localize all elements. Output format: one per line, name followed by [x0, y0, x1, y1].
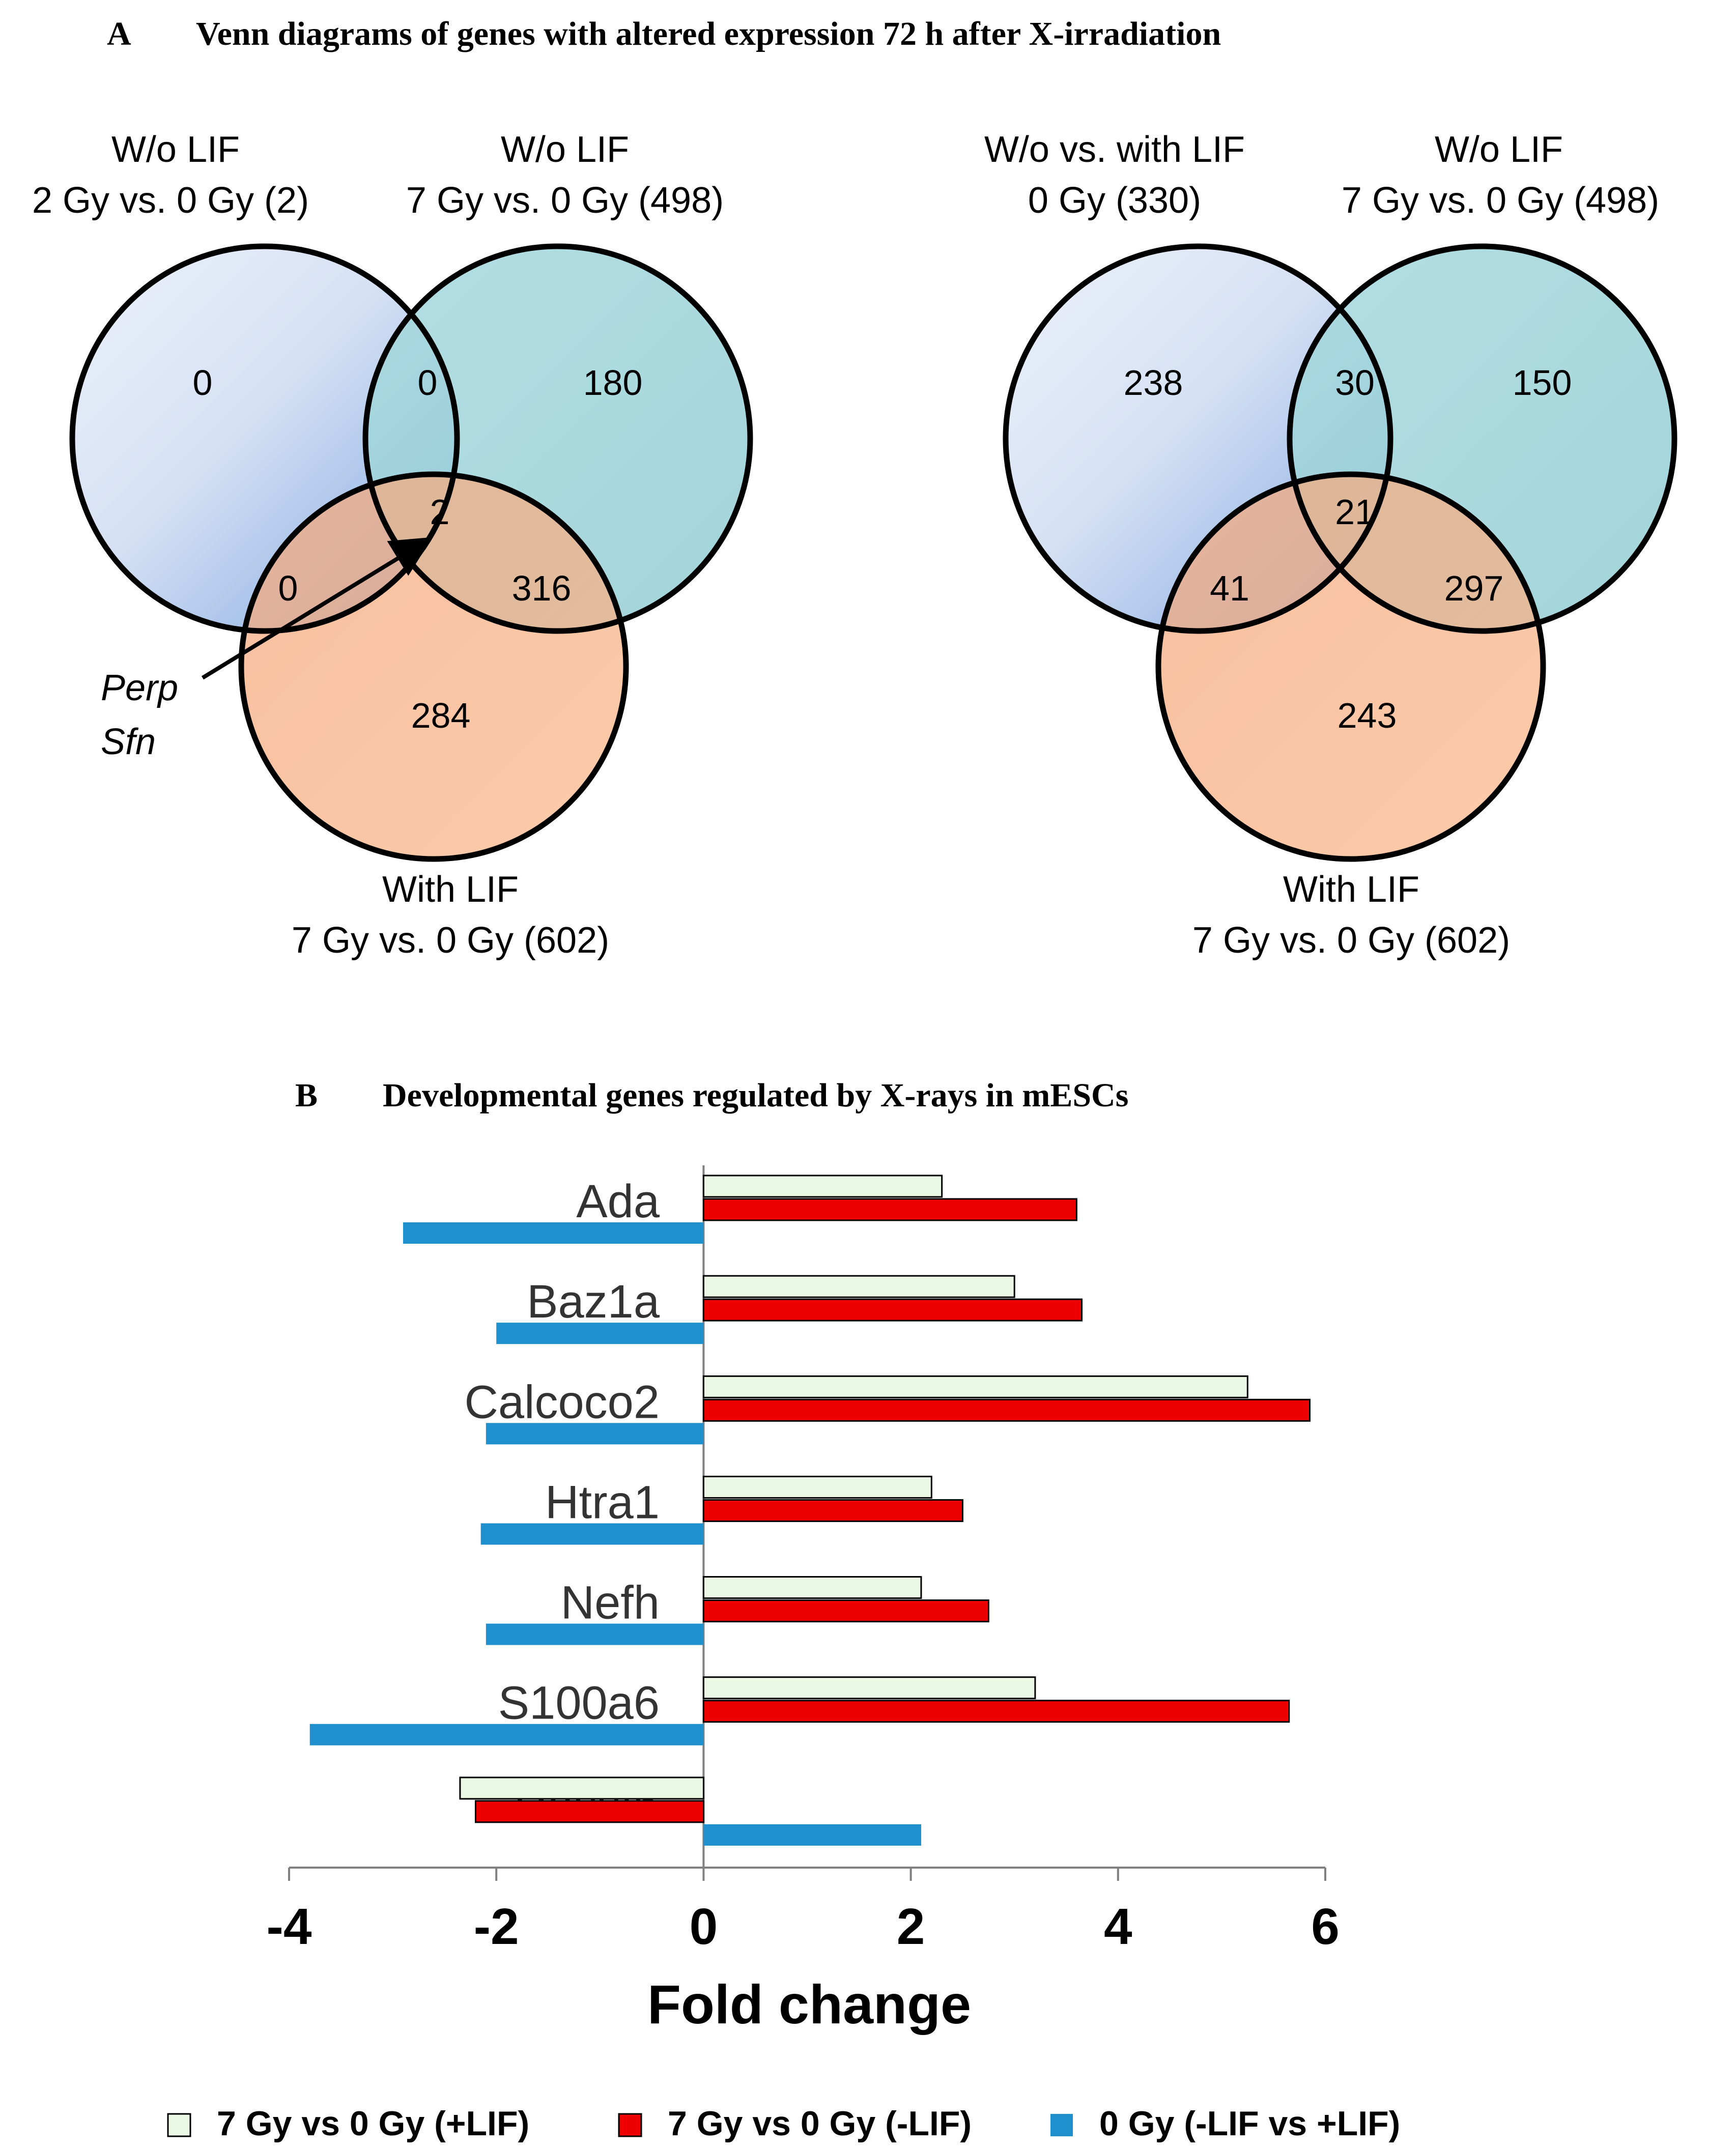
- venn-left-set2-line1: W/o LIF: [501, 129, 629, 170]
- category-label: Baz1a: [527, 1276, 660, 1328]
- x-tick-label: -4: [267, 1898, 312, 1955]
- x-tick-label: 2: [897, 1898, 925, 1955]
- bar-s100a6-series-3: [309, 1724, 704, 1745]
- legend-label-1: 7 Gy vs 0 Gy (+LIF): [217, 2104, 529, 2143]
- venn-right-r23: 297: [1444, 568, 1504, 608]
- panel-b-letter: B: [295, 1077, 318, 1114]
- bar-baz1a-series-2: [702, 1298, 1083, 1322]
- venn-right-outline-1: [1003, 243, 1393, 634]
- bar-baz1a-series-1: [702, 1275, 1015, 1298]
- panel-a-letter: A: [107, 15, 131, 52]
- x-axis-title: Fold change: [647, 1973, 971, 2035]
- bar-ada-series-2: [702, 1198, 1077, 1221]
- bar-calcoco2-series-1: [702, 1375, 1248, 1398]
- venn-left-set1-line1: W/o LIF: [111, 129, 240, 170]
- venn-left-r123: 2: [430, 492, 450, 532]
- venn-right-r123: 21: [1335, 492, 1375, 532]
- venn-right-set2-line2: 7 Gy vs. 0 Gy (498): [1342, 180, 1659, 221]
- venn-left-outline-2: [362, 243, 753, 634]
- venn-right-only3: 243: [1337, 696, 1397, 735]
- bar-nefh-series-1: [702, 1576, 922, 1599]
- venn-left-gene-1: Perp: [101, 668, 178, 708]
- venn-right-circle-3: [1158, 474, 1543, 859]
- venn-left-r23: 316: [512, 568, 572, 608]
- legend-label-3: 0 Gy (-LIF vs +LIF): [1099, 2104, 1400, 2143]
- venn-right-set3-line1: With LIF: [1283, 869, 1419, 910]
- panel-a-title: Venn diagrams of genes with altered expr…: [196, 15, 1221, 52]
- bar-baz1a-series-3: [496, 1323, 704, 1344]
- venn-right-outline-3: [1155, 471, 1546, 862]
- venn-left-only2: 180: [583, 363, 643, 403]
- bar-rassf6-series-2: [474, 1800, 704, 1823]
- bar-rassf6-series-3: [703, 1824, 921, 1846]
- venn-left-set3-line2: 7 Gy vs. 0 Gy (602): [292, 920, 609, 961]
- bars: [309, 1175, 1311, 1846]
- bar-htra1-series-2: [702, 1499, 963, 1522]
- venn-right-only1: 238: [1124, 363, 1183, 403]
- bar-calcoco2-series-2: [702, 1398, 1311, 1422]
- legend-swatch-3: [1050, 2114, 1073, 2136]
- venn-left-circle-3: [241, 474, 626, 859]
- bar-htra1-series-1: [702, 1475, 932, 1499]
- bar-htra1-series-3: [480, 1523, 704, 1545]
- venn-left-gene-2: Sfn: [101, 722, 156, 762]
- category-label: S100a6: [498, 1677, 660, 1729]
- x-tick-label: 6: [1311, 1898, 1340, 1955]
- venn-left-set1-line2: 2 Gy vs. 0 Gy (2): [32, 180, 309, 221]
- x-ticks: -4 -2 0 2 4 6: [267, 1868, 1340, 1955]
- venn-right-only2: 150: [1513, 363, 1572, 403]
- venn-right-set1-line1: W/o vs. with LIF: [984, 129, 1245, 170]
- venn-left-r13: 0: [278, 568, 298, 608]
- bar-s100a6-series-2: [702, 1700, 1290, 1723]
- venn-left-outline-1: [69, 243, 460, 634]
- legend-swatch-1: [167, 2113, 191, 2137]
- venn-left-r12: 0: [418, 363, 438, 403]
- venn-left-set3-line1: With LIF: [382, 869, 519, 910]
- bar-nefh-series-2: [702, 1599, 989, 1623]
- bar-calcoco2-series-3: [486, 1423, 704, 1445]
- venn-left-only1: 0: [193, 363, 213, 403]
- venn-right-outline-2: [1287, 243, 1677, 634]
- category-label: Calcoco2: [464, 1376, 660, 1428]
- venn-right-r13: 41: [1210, 568, 1249, 608]
- bar-ada-series-3: [403, 1222, 704, 1244]
- bar-rassf6-series-1: [459, 1777, 704, 1800]
- legend: 7 Gy vs 0 Gy (+LIF) 7 Gy vs 0 Gy (-LIF) 0 …: [167, 2104, 1400, 2143]
- category-label: Ada: [576, 1176, 660, 1227]
- legend-label-2: 7 Gy vs 0 Gy (-LIF): [668, 2104, 972, 2143]
- venn-right-r12: 30: [1335, 363, 1375, 403]
- venn-right-set3-line2: 7 Gy vs. 0 Gy (602): [1192, 920, 1510, 961]
- bar-nefh-series-3: [486, 1623, 704, 1645]
- bar-ada-series-1: [702, 1175, 943, 1198]
- venn-left-outline-3: [238, 471, 629, 862]
- venn-left-arrow: [201, 537, 433, 680]
- venn-left-set2-line2: 7 Gy vs. 0 Gy (498): [406, 180, 724, 221]
- category-label: Htra1: [545, 1476, 660, 1528]
- venn-left-only3: 284: [411, 696, 471, 735]
- venn-right: W/o vs. with LIF 0 Gy (330) W/o LIF 7 Gy…: [984, 129, 1677, 961]
- x-tick-label: 4: [1104, 1898, 1132, 1955]
- bar-chart: -4 -2 0 2 4 6 Ada Baz1a Calcoco2 Htra1 Nefh S100a6…: [167, 1165, 1400, 2143]
- category-label: Nefh: [561, 1577, 660, 1629]
- venn-right-set1-line2: 0 Gy (330): [1028, 180, 1201, 221]
- legend-swatch-2: [618, 2113, 642, 2137]
- venn-right-set2-line1: W/o LIF: [1435, 129, 1563, 170]
- x-tick-label: 0: [690, 1898, 718, 1955]
- venn-left: W/o LIF 2 Gy vs. 0 Gy (2) W/o LIF 7 Gy v…: [32, 129, 753, 961]
- x-tick-label: -2: [474, 1898, 519, 1955]
- panel-b-title: Developmental genes regulated by X-rays …: [383, 1077, 1128, 1114]
- bar-s100a6-series-1: [702, 1676, 1036, 1700]
